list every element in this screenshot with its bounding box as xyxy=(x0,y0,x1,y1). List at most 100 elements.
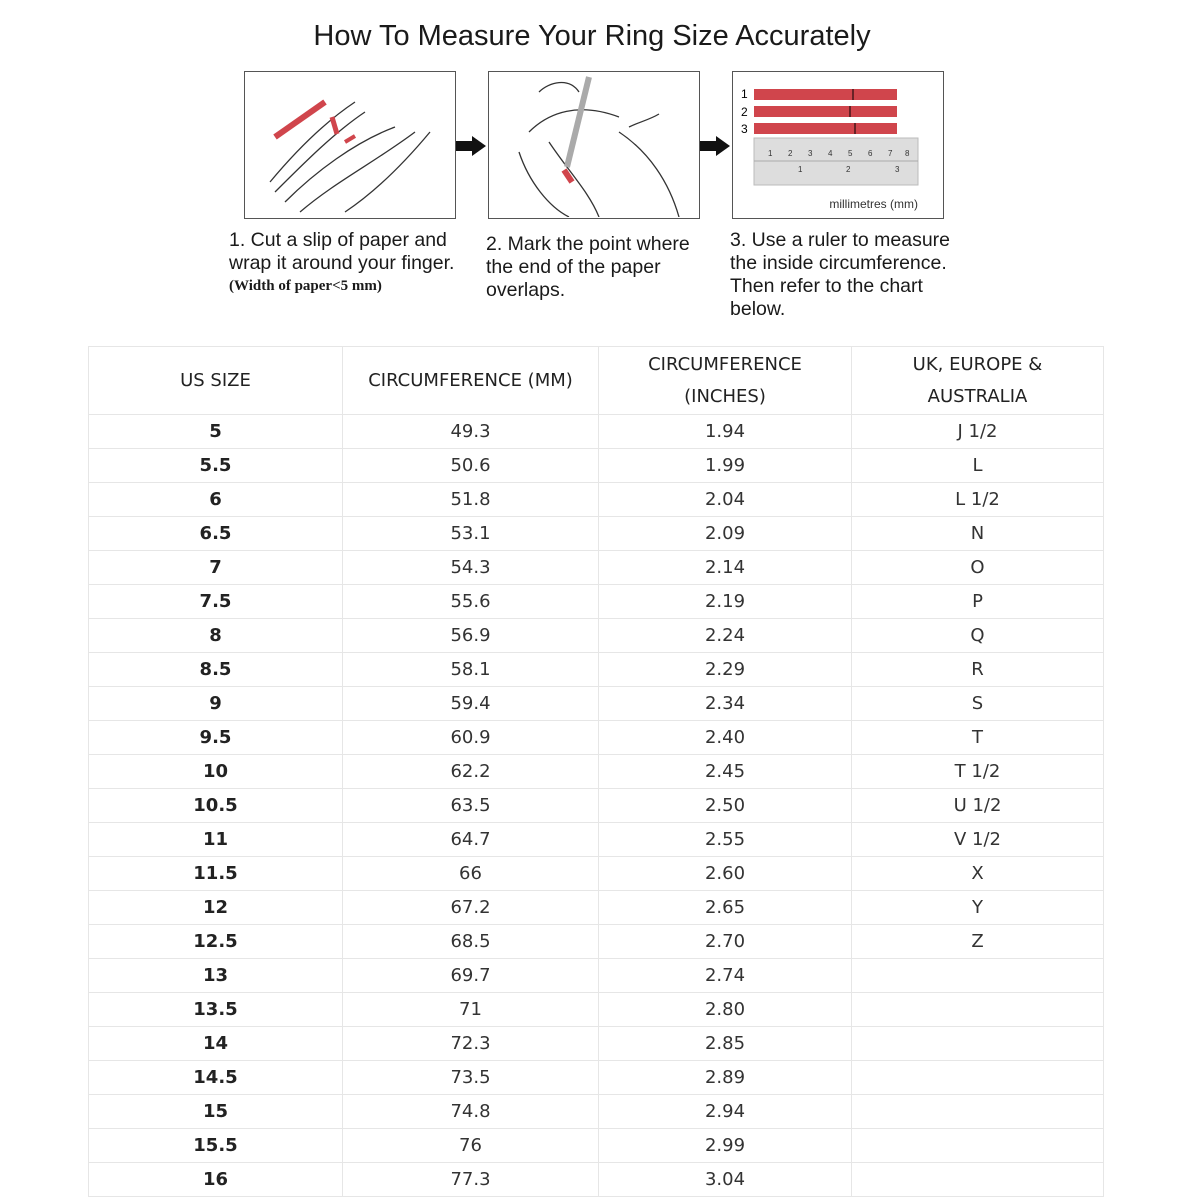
table-row: 15.5 76 2.99 xyxy=(88,1128,1104,1163)
uk-size-cell: N xyxy=(851,516,1104,551)
table-header-row: US SIZE CIRCUMFERENCE (MM) CIRCUMFERENCE… xyxy=(88,346,1104,415)
uk-size-cell: L xyxy=(851,448,1104,483)
us-size-cell: 5.5 xyxy=(88,448,343,483)
svg-text:8: 8 xyxy=(905,149,910,158)
circumference-mm-cell: 63.5 xyxy=(342,788,599,823)
header-us-size: US SIZE xyxy=(88,346,343,415)
table-row: 8 56.9 2.24 Q xyxy=(88,618,1104,653)
table-row: 7 54.3 2.14 O xyxy=(88,550,1104,585)
uk-size-cell: Y xyxy=(851,890,1104,925)
uk-size-cell: V 1/2 xyxy=(851,822,1104,857)
uk-size-cell xyxy=(851,992,1104,1027)
table-row: 10.5 63.5 2.50 U 1/2 xyxy=(88,788,1104,823)
uk-size-cell: Q xyxy=(851,618,1104,653)
circumference-inches-cell: 2.80 xyxy=(598,992,852,1027)
ring-size-table: US SIZE CIRCUMFERENCE (MM) CIRCUMFERENCE… xyxy=(88,346,1104,1197)
svg-text:6: 6 xyxy=(868,149,873,158)
circumference-inches-cell: 2.99 xyxy=(598,1128,852,1163)
uk-size-cell xyxy=(851,1162,1104,1197)
table-row: 5 49.3 1.94 J 1/2 xyxy=(88,414,1104,449)
uk-size-cell: P xyxy=(851,584,1104,619)
circumference-mm-cell: 66 xyxy=(342,856,599,891)
svg-text:2: 2 xyxy=(846,165,851,174)
us-size-cell: 12.5 xyxy=(88,924,343,959)
uk-size-cell: X xyxy=(851,856,1104,891)
circumference-mm-cell: 67.2 xyxy=(342,890,599,925)
circumference-mm-cell: 71 xyxy=(342,992,599,1027)
us-size-cell: 8 xyxy=(88,618,343,653)
table-row: 10 62.2 2.45 T 1/2 xyxy=(88,754,1104,789)
table-row: 9 59.4 2.34 S xyxy=(88,686,1104,721)
circumference-inches-cell: 2.19 xyxy=(598,584,852,619)
circumference-mm-cell: 58.1 xyxy=(342,652,599,687)
us-size-cell: 7 xyxy=(88,550,343,585)
circumference-inches-cell: 2.29 xyxy=(598,652,852,687)
circumference-mm-cell: 53.1 xyxy=(342,516,599,551)
uk-size-cell xyxy=(851,958,1104,993)
circumference-mm-cell: 56.9 xyxy=(342,618,599,653)
us-size-cell: 10.5 xyxy=(88,788,343,823)
table-row: 16 77.3 3.04 xyxy=(88,1162,1104,1197)
step-1-note: (Width of paper<5 mm) xyxy=(229,278,382,294)
circumference-mm-cell: 73.5 xyxy=(342,1060,599,1095)
uk-size-cell: T 1/2 xyxy=(851,754,1104,789)
us-size-cell: 9.5 xyxy=(88,720,343,755)
svg-text:1: 1 xyxy=(798,165,803,174)
circumference-inches-cell: 2.94 xyxy=(598,1094,852,1129)
step-1-instruction: 1. Cut a slip of paper and wrap it aroun… xyxy=(229,229,469,298)
header-circumference-mm: CIRCUMFERENCE (MM) xyxy=(342,346,599,415)
circumference-inches-cell: 2.14 xyxy=(598,550,852,585)
us-size-cell: 13.5 xyxy=(88,992,343,1027)
uk-size-cell xyxy=(851,1026,1104,1061)
us-size-cell: 14 xyxy=(88,1026,343,1061)
hand-wrapping-paper-illustration xyxy=(244,71,456,219)
svg-text:5: 5 xyxy=(848,149,853,158)
uk-size-cell xyxy=(851,1094,1104,1129)
circumference-mm-cell: 55.6 xyxy=(342,584,599,619)
circumference-mm-cell: 49.3 xyxy=(342,414,599,449)
strip-label: 2 xyxy=(741,105,748,119)
table-row: 9.5 60.9 2.40 T xyxy=(88,720,1104,755)
circumference-inches-cell: 2.34 xyxy=(598,686,852,721)
circumference-inches-cell: 1.99 xyxy=(598,448,852,483)
circumference-inches-cell: 2.70 xyxy=(598,924,852,959)
uk-size-cell: J 1/2 xyxy=(851,414,1104,449)
circumference-mm-cell: 77.3 xyxy=(342,1162,599,1197)
us-size-cell: 9 xyxy=(88,686,343,721)
circumference-mm-cell: 60.9 xyxy=(342,720,599,755)
step-2-instruction: 2. Mark the point where the end of the p… xyxy=(486,233,690,301)
circumference-inches-cell: 3.04 xyxy=(598,1162,852,1197)
us-size-cell: 12 xyxy=(88,890,343,925)
circumference-mm-cell: 68.5 xyxy=(342,924,599,959)
us-size-cell: 7.5 xyxy=(88,584,343,619)
header-uk-europe-australia: UK, EUROPE & AUSTRALIA xyxy=(851,346,1104,415)
svg-text:3: 3 xyxy=(808,149,813,158)
circumference-inches-cell: 2.60 xyxy=(598,856,852,891)
table-row: 14 72.3 2.85 xyxy=(88,1026,1104,1061)
circumference-mm-cell: 76 xyxy=(342,1128,599,1163)
circumference-inches-cell: 2.40 xyxy=(598,720,852,755)
arrow-right-icon xyxy=(700,136,730,161)
ruler-unit-label: millimetres (mm) xyxy=(829,197,918,211)
circumference-inches-cell: 2.24 xyxy=(598,618,852,653)
circumference-inches-cell: 1.94 xyxy=(598,414,852,449)
circumference-inches-cell: 2.65 xyxy=(598,890,852,925)
us-size-cell: 14.5 xyxy=(88,1060,343,1095)
uk-size-cell: L 1/2 xyxy=(851,482,1104,517)
step-1-text: 1. Cut a slip of paper and wrap it aroun… xyxy=(229,229,455,274)
circumference-mm-cell: 74.8 xyxy=(342,1094,599,1129)
circumference-mm-cell: 51.8 xyxy=(342,482,599,517)
table-row: 11 64.7 2.55 V 1/2 xyxy=(88,822,1104,857)
uk-size-cell: S xyxy=(851,686,1104,721)
circumference-mm-cell: 62.2 xyxy=(342,754,599,789)
svg-text:4: 4 xyxy=(828,149,833,158)
us-size-cell: 8.5 xyxy=(88,652,343,687)
table-row: 7.5 55.6 2.19 P xyxy=(88,584,1104,619)
us-size-cell: 6 xyxy=(88,482,343,517)
circumference-mm-cell: 59.4 xyxy=(342,686,599,721)
uk-size-cell: U 1/2 xyxy=(851,788,1104,823)
svg-text:3: 3 xyxy=(895,165,900,174)
circumference-inches-cell: 2.04 xyxy=(598,482,852,517)
uk-size-cell xyxy=(851,1128,1104,1163)
